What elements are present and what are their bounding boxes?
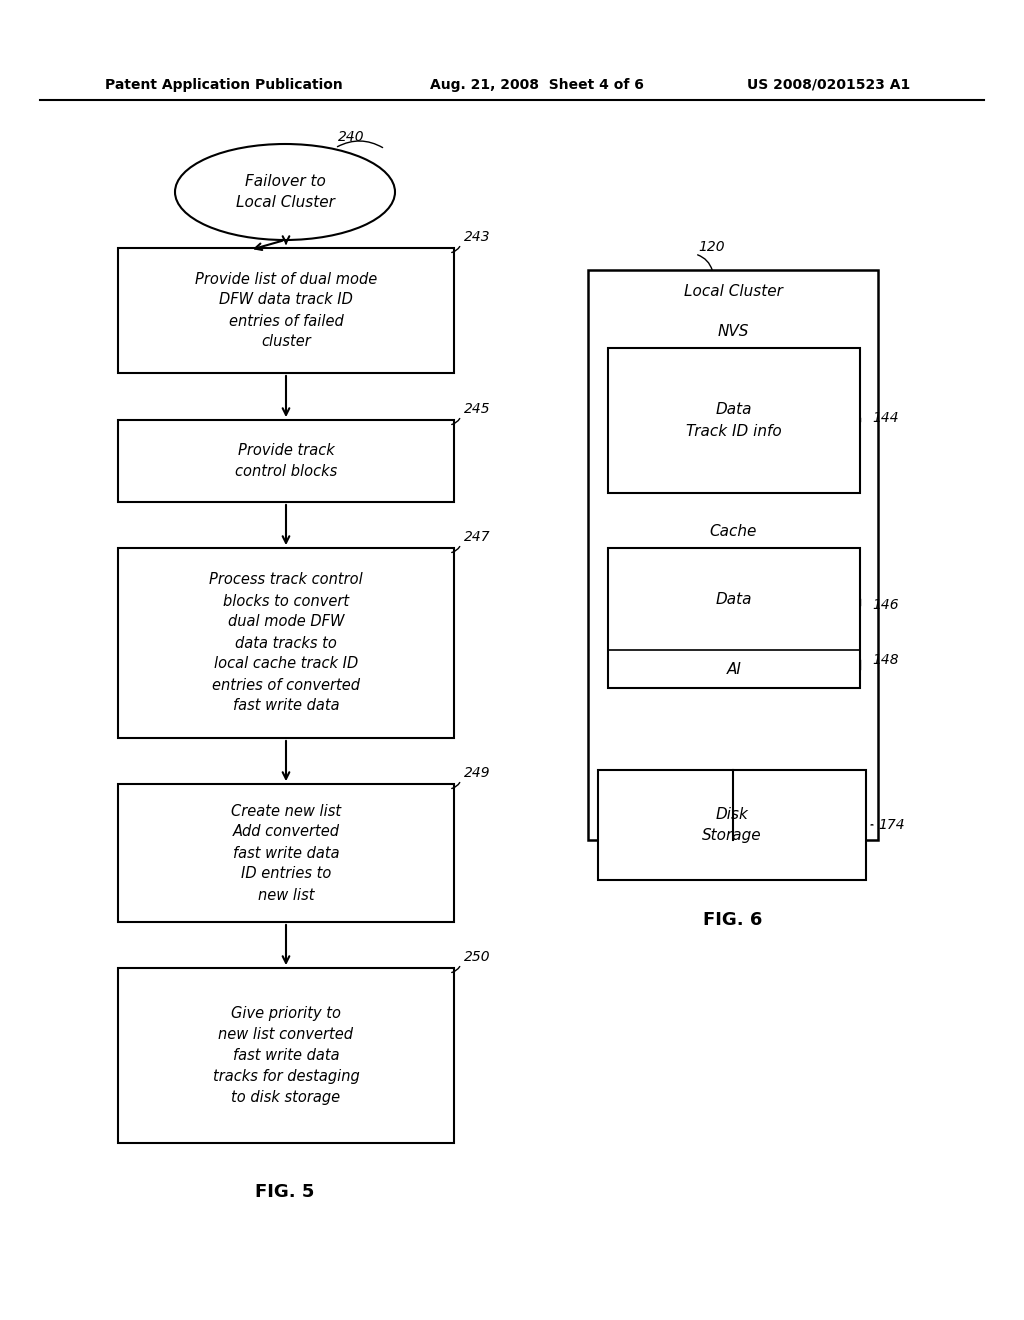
- Text: NVS: NVS: [718, 325, 749, 339]
- Text: Failover to
Local Cluster: Failover to Local Cluster: [236, 174, 335, 210]
- Bar: [588, 271, 878, 840]
- Bar: [608, 348, 860, 492]
- Text: Provide track
control blocks: Provide track control blocks: [234, 444, 337, 479]
- Text: 148: 148: [872, 653, 899, 667]
- Text: FIG. 6: FIG. 6: [703, 911, 763, 929]
- Text: US 2008/0201523 A1: US 2008/0201523 A1: [746, 78, 910, 92]
- Text: Cache: Cache: [710, 524, 757, 540]
- Text: Disk
Storage: Disk Storage: [702, 807, 762, 843]
- Bar: [598, 770, 866, 880]
- Text: 174: 174: [878, 818, 904, 832]
- Text: 247: 247: [464, 531, 490, 544]
- Text: AI: AI: [727, 661, 741, 676]
- Bar: [118, 248, 454, 374]
- Text: Data
Track ID info: Data Track ID info: [686, 403, 782, 438]
- Text: 249: 249: [464, 766, 490, 780]
- Text: 144: 144: [872, 411, 899, 425]
- Text: Provide list of dual mode
DFW data track ID
entries of failed
cluster: Provide list of dual mode DFW data track…: [195, 272, 377, 350]
- Bar: [118, 968, 454, 1143]
- Bar: [608, 548, 860, 688]
- Bar: [118, 784, 454, 921]
- Text: 243: 243: [464, 230, 490, 244]
- Text: Give priority to
new list converted
fast write data
tracks for destaging
to disk: Give priority to new list converted fast…: [213, 1006, 359, 1105]
- Text: Aug. 21, 2008  Sheet 4 of 6: Aug. 21, 2008 Sheet 4 of 6: [430, 78, 644, 92]
- Text: FIG. 5: FIG. 5: [255, 1183, 314, 1201]
- Text: Data: Data: [716, 591, 753, 606]
- Text: Process track control
blocks to convert
dual mode DFW
data tracks to
local cache: Process track control blocks to convert …: [209, 573, 362, 714]
- Text: 146: 146: [872, 598, 899, 612]
- Bar: [118, 420, 454, 502]
- Text: Local Cluster: Local Cluster: [684, 285, 782, 300]
- Text: 240: 240: [338, 129, 365, 144]
- Bar: [118, 548, 454, 738]
- Ellipse shape: [175, 144, 395, 240]
- Text: Create new list
Add converted
fast write data
ID entries to
new list: Create new list Add converted fast write…: [231, 804, 341, 903]
- Text: 245: 245: [464, 403, 490, 416]
- Text: 120: 120: [698, 240, 725, 253]
- Text: 250: 250: [464, 950, 490, 964]
- Text: Patent Application Publication: Patent Application Publication: [105, 78, 343, 92]
